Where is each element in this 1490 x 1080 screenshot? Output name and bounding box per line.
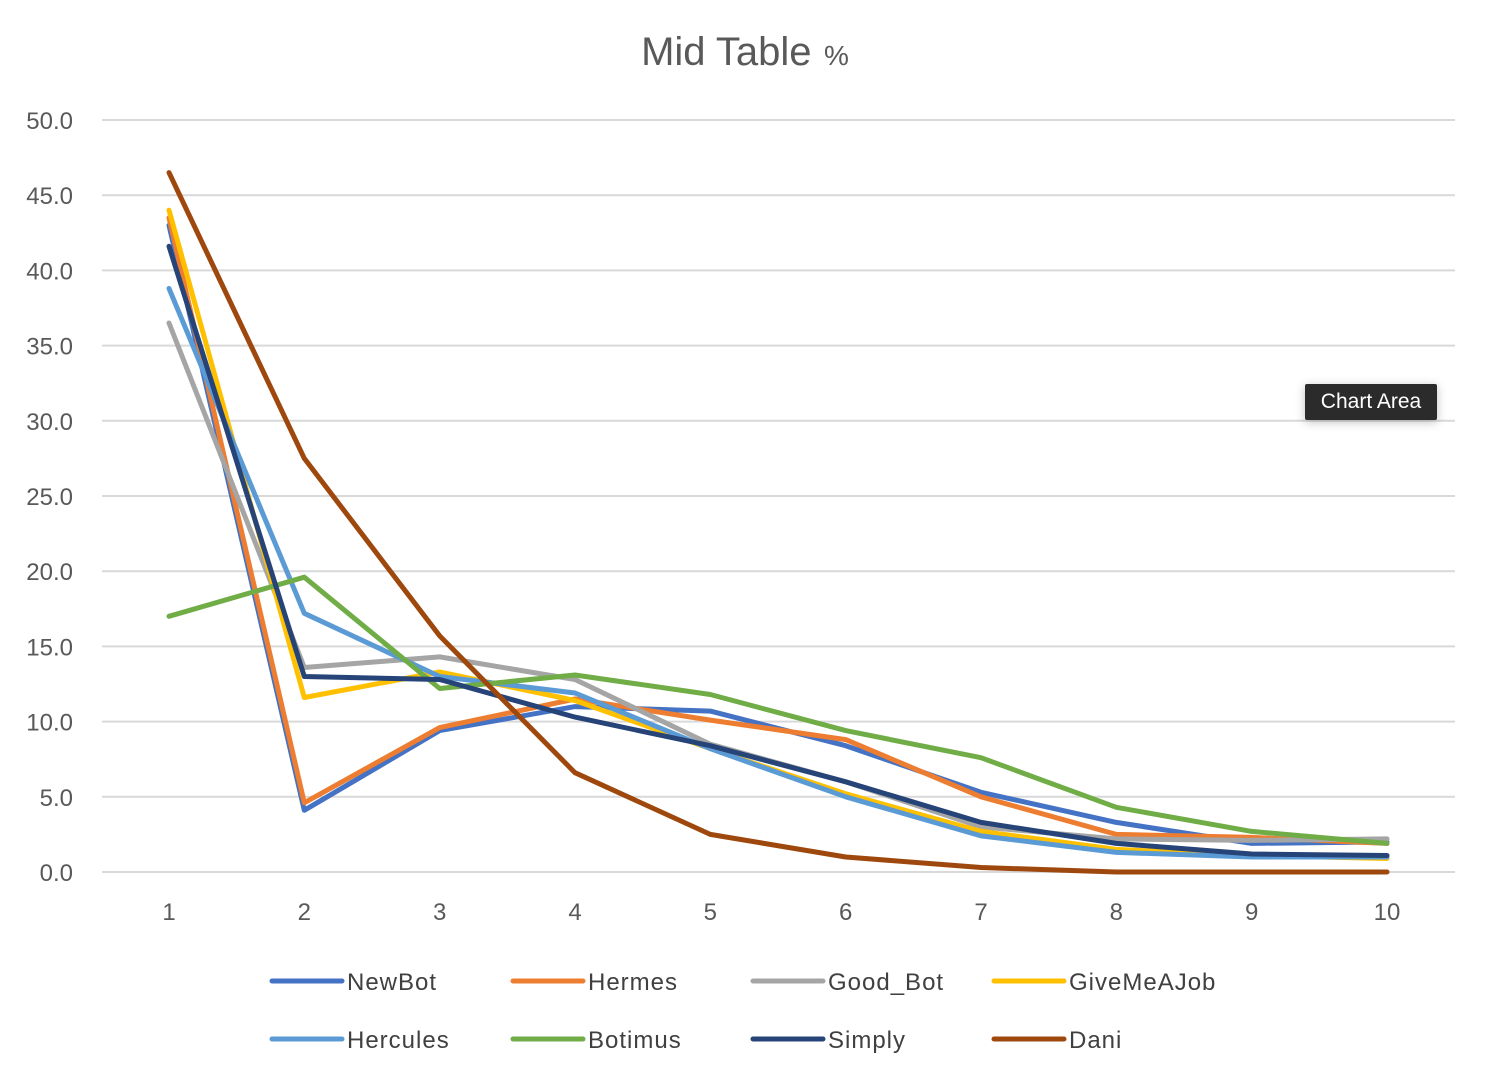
series-line-dani[interactable]	[166, 170, 1390, 875]
legend: NewBot Hermes Good_Bot GiveMeAJob Hercules Bo…	[269, 969, 1216, 1054]
x-tick-label: 6	[839, 899, 852, 926]
chart-title-main: Mid Table	[641, 30, 811, 74]
legend-label: Hermes	[588, 969, 678, 996]
legend-label: NewBot	[347, 969, 437, 996]
x-tick-label: 5	[704, 899, 717, 926]
y-tick-label: 5.0	[40, 785, 73, 812]
legend-label: Botimus	[588, 1027, 682, 1054]
series-lines	[166, 170, 1390, 875]
chart-title-suffix: %	[824, 40, 849, 71]
x-tick-label: 2	[298, 899, 311, 926]
x-tick-label: 10	[1374, 899, 1401, 926]
x-tick-label: 7	[974, 899, 987, 926]
legend-item-givemeajob[interactable]: GiveMeAJob	[991, 969, 1216, 996]
y-tick-label: 30.0	[26, 409, 73, 436]
y-tick-label: 10.0	[26, 710, 73, 737]
series-line-newbot[interactable]	[166, 222, 1390, 846]
y-tick-label: 0.0	[40, 860, 73, 887]
x-tick-label: 1	[162, 899, 175, 926]
legend-label: Dani	[1069, 1027, 1122, 1054]
series-line-simply[interactable]	[166, 243, 1390, 858]
legend-item-dani[interactable]: Dani	[991, 1027, 1122, 1054]
legend-item-hermes[interactable]: Hermes	[510, 969, 678, 996]
y-tick-label: 25.0	[26, 484, 73, 511]
series-line-hermes[interactable]	[166, 215, 1390, 846]
legend-item-simply[interactable]: Simply	[750, 1027, 906, 1054]
chart-area-tooltip: Chart Area	[1305, 384, 1437, 420]
x-tick-label: 4	[568, 899, 581, 926]
legend-label: Simply	[828, 1027, 906, 1054]
legend-label: GiveMeAJob	[1069, 969, 1216, 996]
legend-item-botimus[interactable]: Botimus	[510, 1027, 682, 1054]
y-tick-label: 35.0	[26, 334, 73, 361]
series-line-botimus[interactable]	[166, 574, 1390, 846]
y-tick-label: 50.0	[26, 108, 73, 135]
y-tick-label: 45.0	[26, 183, 73, 210]
y-tick-label: 20.0	[26, 559, 73, 586]
legend-label: Hercules	[347, 1027, 450, 1054]
series-line-hercules[interactable]	[166, 285, 1390, 860]
legend-item-hercules[interactable]: Hercules	[269, 1027, 450, 1054]
x-tick-label: 9	[1245, 899, 1258, 926]
x-axis-ticks: 1 2 3 4 5 6 7 8 9 10	[162, 899, 1400, 926]
y-tick-label: 15.0	[26, 634, 73, 661]
legend-item-good-bot[interactable]: Good_Bot	[750, 969, 944, 996]
y-tick-label: 40.0	[26, 258, 73, 285]
chart-title: Mid Table %	[641, 30, 849, 74]
legend-item-newbot[interactable]: NewBot	[269, 969, 437, 996]
gridlines	[102, 119, 1455, 873]
y-axis-ticks: 0.0 5.0 10.0 15.0 20.0 25.0 30.0 35.0 40.0 45.0 50…	[26, 108, 73, 887]
legend-label: Good_Bot	[828, 969, 944, 996]
x-tick-label: 3	[433, 899, 446, 926]
x-tick-label: 8	[1110, 899, 1123, 926]
